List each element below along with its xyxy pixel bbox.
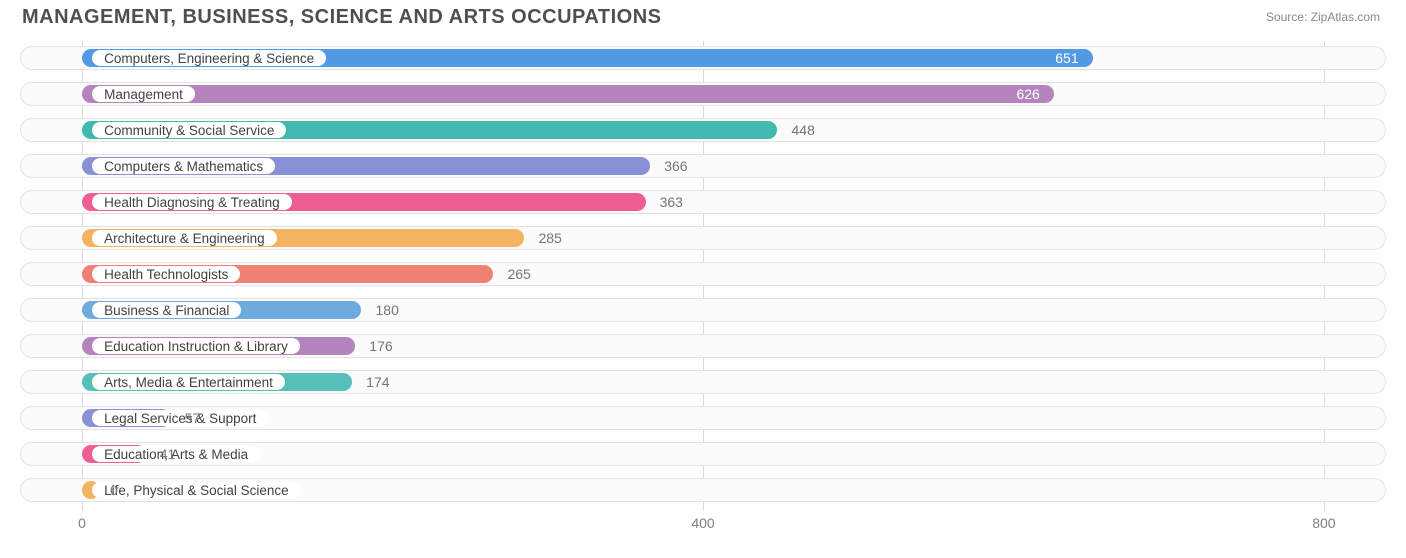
bar-label: Health Diagnosing & Treating — [92, 194, 292, 210]
bar-label: Health Technologists — [92, 266, 240, 282]
bar-value: 0 — [110, 475, 118, 505]
bar-label: Legal Services & Support — [92, 410, 268, 426]
bar-value: 448 — [792, 115, 815, 145]
x-axis-tick: 0 — [78, 515, 86, 531]
bar-value: 285 — [538, 223, 561, 253]
chart-plot: Computers, Engineering & Science 651 Manag… — [20, 41, 1386, 511]
bar-label: Business & Financial — [92, 302, 241, 318]
bar-value: 180 — [376, 295, 399, 325]
bar-label: Computers, Engineering & Science — [92, 50, 326, 66]
bar-row: Computers, Engineering & Science 651 — [20, 43, 1386, 73]
bar-row: Life, Physical & Social Science0 — [20, 475, 1386, 505]
bar-label: Community & Social Service — [92, 122, 286, 138]
bar-value: 265 — [507, 259, 530, 289]
chart-title: MANAGEMENT, BUSINESS, SCIENCE AND ARTS O… — [22, 6, 661, 29]
bar-label: Architecture & Engineering — [92, 230, 277, 246]
bar-label: Computers & Mathematics — [92, 158, 275, 174]
bar-row: Health Technologists 265 — [20, 259, 1386, 289]
bar-value: 626 — [1016, 79, 1039, 109]
bar-value: 651 — [1055, 43, 1078, 73]
chart-source: Source: ZipAtlas.com — [1266, 10, 1380, 24]
bar-value: 363 — [660, 187, 683, 217]
bar-row: Computers & Mathematics 366 — [20, 151, 1386, 181]
bar-row: Arts, Media & Entertainment 174 — [20, 367, 1386, 397]
bar-label: Life, Physical & Social Science — [92, 482, 301, 498]
bar-row: Management 626 — [20, 79, 1386, 109]
bar-row: Education Instruction & Library 176 — [20, 331, 1386, 361]
bar-row: Business & Financial 180 — [20, 295, 1386, 325]
bar-label: Arts, Media & Entertainment — [92, 374, 285, 390]
bar-label: Education, Arts & Media — [92, 446, 260, 462]
x-axis-tick: 800 — [1312, 515, 1335, 531]
bar-value: 366 — [664, 151, 687, 181]
x-axis: 0 400 800 — [20, 515, 1386, 535]
bar-label: Management — [92, 86, 195, 102]
bar-value: 176 — [369, 331, 392, 361]
bar-row: Architecture & Engineering 285 — [20, 223, 1386, 253]
x-axis-tick: 400 — [691, 515, 714, 531]
bar-label: Education Instruction & Library — [92, 338, 300, 354]
bar-row: Legal Services & Support57 — [20, 403, 1386, 433]
bar-fill — [82, 85, 1054, 103]
chart-area: Computers, Engineering & Science 651 Manag… — [10, 41, 1396, 541]
bar-row: Community & Social Service 448 — [20, 115, 1386, 145]
bar-row: Health Diagnosing & Treating 363 — [20, 187, 1386, 217]
bar-value: 57 — [185, 403, 201, 433]
bar-value: 174 — [366, 367, 389, 397]
bar-value: 41 — [160, 439, 176, 469]
bar-row: Education, Arts & Media41 — [20, 439, 1386, 469]
